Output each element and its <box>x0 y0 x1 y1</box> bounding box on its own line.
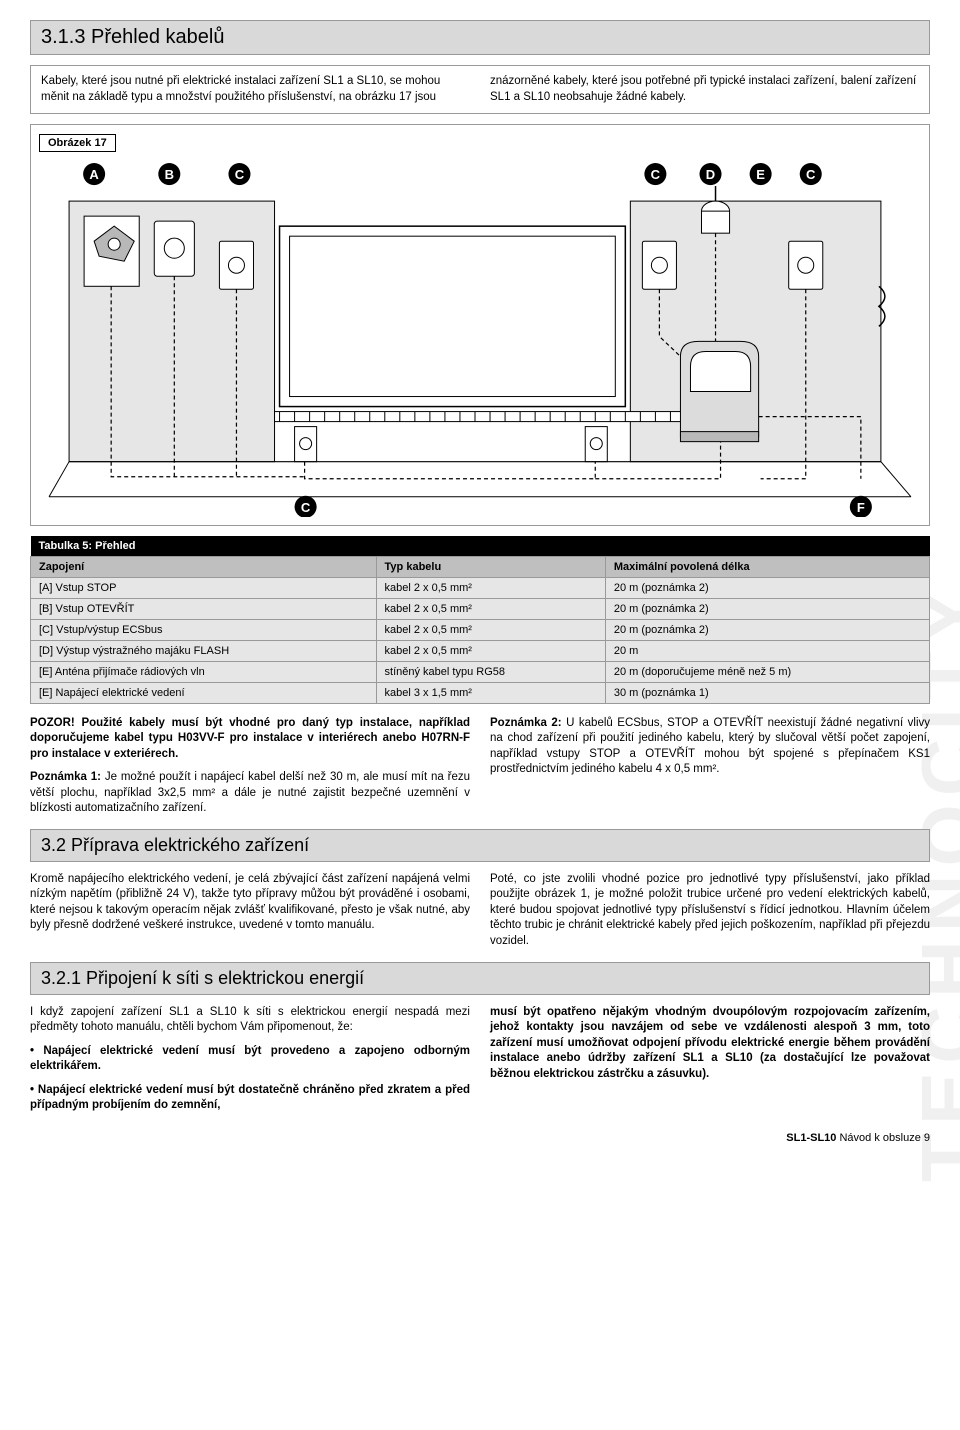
intro-text: Kabely, které jsou nutné při elektrické … <box>41 75 916 103</box>
table-5: Tabulka 5: Přehled Zapojení Typ kabelu M… <box>30 536 930 704</box>
footer-model: SL1-SL10 <box>786 1132 836 1144</box>
svg-text:C: C <box>806 167 816 182</box>
note2-label: Poznámka 2: <box>490 717 562 729</box>
svg-text:C: C <box>651 167 661 182</box>
footer-page: 9 <box>924 1132 930 1144</box>
svg-text:B: B <box>165 167 174 182</box>
notes-block: POZOR! Použité kabely musí být vhodné pr… <box>30 716 930 817</box>
svg-text:E: E <box>756 167 765 182</box>
sec321-right: musí být opatřeno nějakým vhodným dvoupó… <box>490 1006 930 1080</box>
svg-text:D: D <box>706 167 715 182</box>
table-row: [C] Vstup/výstup ECSbuskabel 2 x 0,5 mm²… <box>31 619 930 640</box>
footer-text: Návod k obsluze <box>839 1132 920 1144</box>
sec321-b1: • Napájecí elektrické vedení musí být pr… <box>30 1045 470 1073</box>
table-row: [A] Vstup STOPkabel 2 x 0,5 mm²20 m (poz… <box>31 577 930 598</box>
svg-text:F: F <box>857 500 865 515</box>
col-head-1: Typ kabelu <box>376 556 605 577</box>
figure-label: Obrázek 17 <box>39 134 116 152</box>
col-head-0: Zapojení <box>31 556 377 577</box>
section-32-title: 3.2 Příprava elektrického zařízení <box>30 829 930 862</box>
svg-text:A: A <box>89 167 99 182</box>
section-321-body: I když zapojení zařízení SL1 a SL10 k sí… <box>30 1005 930 1114</box>
sec321-b2: • Napájecí elektrické vedení musí být do… <box>30 1084 470 1112</box>
figure-17: Obrázek 17 A B C C D E C <box>30 124 930 526</box>
svg-text:C: C <box>235 167 245 182</box>
section-321-title: 3.2.1 Připojení k síti s elektrickou ene… <box>30 962 930 995</box>
col-head-2: Maximální povolená délka <box>605 556 929 577</box>
pozor-text: POZOR! Použité kabely musí být vhodné pr… <box>30 717 470 760</box>
intro-box: Kabely, které jsou nutné při elektrické … <box>30 65 930 114</box>
table-row: [E] Anténa přijímače rádiových vlnstíněn… <box>31 661 930 682</box>
sec32-right: Poté, co jste zvolili vhodné pozice pro … <box>490 872 930 950</box>
page-footer: SL1-SL10 Návod k obsluze 9 <box>30 1132 930 1144</box>
svg-text:C: C <box>301 500 311 515</box>
section-32-body: Kromě napájecího elektrického vedení, je… <box>30 872 930 950</box>
table-row: [D] Výstup výstražného majáku FLASHkabel… <box>31 640 930 661</box>
sec321-intro: I když zapojení zařízení SL1 a SL10 k sí… <box>30 1005 470 1036</box>
wiring-diagram: A B C C D E C <box>39 156 921 517</box>
table-title: Tabulka 5: Přehled <box>31 536 930 557</box>
table-row: [B] Vstup OTEVŘÍTkabel 2 x 0,5 mm²20 m (… <box>31 598 930 619</box>
sec32-left: Kromě napájecího elektrického vedení, je… <box>30 872 470 934</box>
note1-label: Poznámka 1: <box>30 771 101 783</box>
table-row: [E] Napájecí elektrické vedeníkabel 3 x … <box>31 682 930 703</box>
section-313-title: 3.1.3 Přehled kabelů <box>30 20 930 55</box>
